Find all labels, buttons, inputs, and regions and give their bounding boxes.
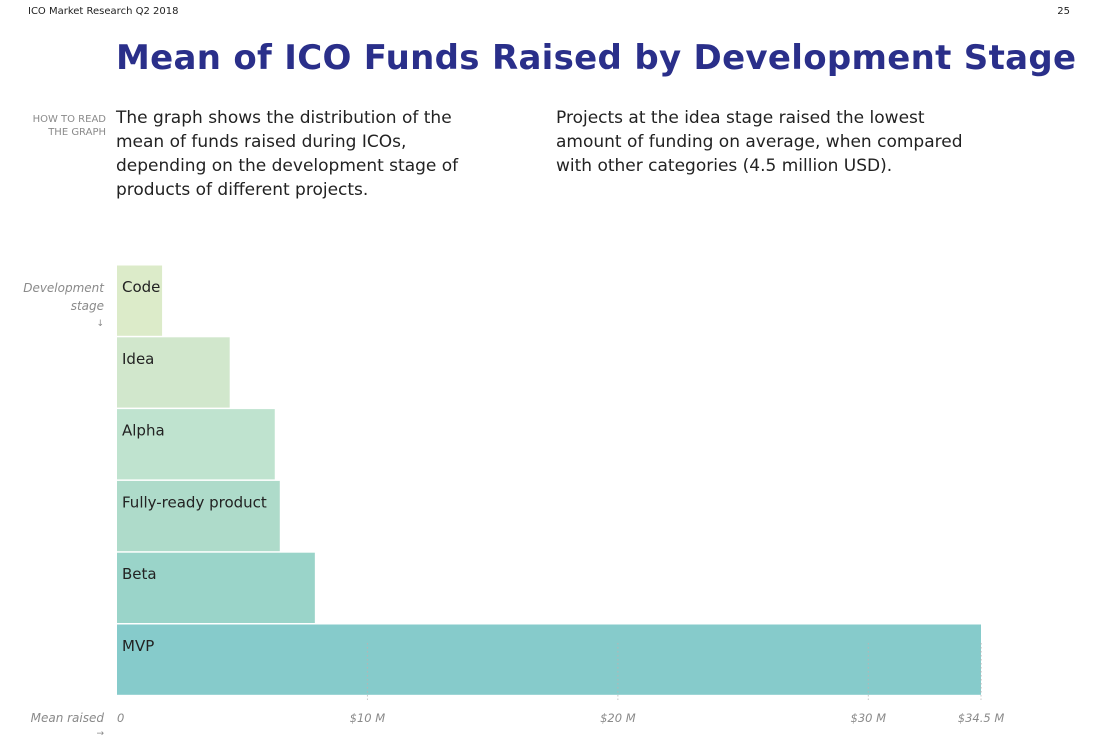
y-axis-label-text: Development stage bbox=[23, 281, 104, 313]
bar-label: Code bbox=[122, 278, 160, 296]
bar-mvp bbox=[117, 624, 981, 695]
page-title: Mean of ICO Funds Raised by Development … bbox=[116, 38, 1077, 78]
bar-label: MVP bbox=[122, 637, 154, 655]
x-tick-label: $10 M bbox=[350, 711, 386, 725]
x-tick-label: $20 M bbox=[600, 711, 636, 725]
document-title: ICO Market Research Q2 2018 bbox=[28, 6, 179, 17]
bar-label: Alpha bbox=[122, 422, 165, 440]
right-arrow-icon: → bbox=[96, 729, 104, 739]
bar-beta bbox=[117, 552, 315, 623]
y-axis-label: Development stage ↓ bbox=[20, 279, 104, 333]
down-arrow-icon: ↓ bbox=[96, 319, 104, 329]
x-tick-label: $34.5 M bbox=[958, 711, 1005, 725]
how-to-read-label: HOW TO READ THE GRAPH bbox=[32, 114, 106, 138]
bar-label: Fully-ready product bbox=[122, 493, 267, 511]
bar-label: Idea bbox=[122, 350, 154, 368]
bar-label: Beta bbox=[122, 565, 157, 583]
bar-code bbox=[117, 265, 163, 336]
bar-idea bbox=[117, 337, 230, 408]
x-tick-label: $30 M bbox=[851, 711, 887, 725]
x-axis-label: Mean raised → bbox=[20, 710, 104, 742]
description-right: Projects at the idea stage raised the lo… bbox=[556, 108, 963, 176]
x-tick-label: 0 bbox=[117, 711, 124, 725]
description-left: The graph shows the distribution of the … bbox=[116, 108, 459, 200]
bar-alpha bbox=[117, 409, 275, 480]
page-number: 25 bbox=[1057, 6, 1070, 17]
x-axis-label-text: Mean raised bbox=[30, 711, 104, 725]
bar-fully-ready-product bbox=[117, 480, 280, 552]
